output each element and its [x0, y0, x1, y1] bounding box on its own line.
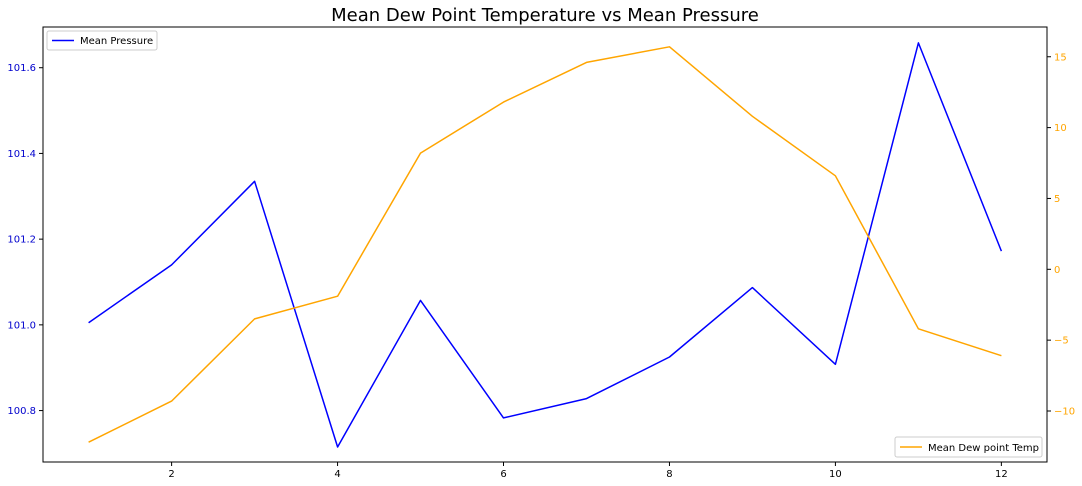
legend-label-mean-dew-point-temp: Mean Dew point Temp [928, 443, 1039, 454]
y-right-tick-label-0: −10 [1054, 406, 1075, 417]
y-left-tick-label-3: 101.4 [7, 149, 36, 160]
y-right-tick-label-4: 10 [1054, 123, 1067, 134]
legend-box [894, 436, 1043, 458]
x-tick-label-6: 6 [500, 469, 506, 480]
y-left-tick-label-4: 101.6 [7, 63, 36, 74]
chart-title: Mean Dew Point Temperature vs Mean Press… [331, 5, 759, 26]
series-line-mean-dew-point-temp [88, 46, 1002, 443]
y-right-tick-label-2: 0 [1054, 265, 1060, 276]
y-right-tick-label-3: 5 [1054, 194, 1060, 205]
x-tick-label-8: 8 [666, 469, 672, 480]
x-tick-label-2: 2 [168, 469, 174, 480]
legend-mean-pressure: Mean Pressure [46, 30, 158, 51]
x-tick-label-12: 12 [995, 469, 1008, 480]
legend-label-mean-pressure: Mean Pressure [80, 36, 153, 47]
series-line-mean-pressure [88, 42, 1003, 448]
legend-mean-dew-point-temp: Mean Dew point Temp [894, 436, 1043, 458]
x-tick-label-4: 4 [334, 469, 340, 480]
legend-box [46, 30, 158, 51]
y-right-tick-label-5: 15 [1054, 52, 1067, 63]
y-left-tick-label-0: 100.8 [7, 406, 36, 417]
y-left-tick-label-1: 101.0 [7, 320, 36, 331]
y-right-tick-label-1: −5 [1054, 336, 1069, 347]
plot-area: 2 4 6 8 10 12 100.8 101.0 101.2 101.4 101.6 −10 −5 0 5… [7, 26, 1075, 480]
y-left-tick-label-2: 101.2 [7, 235, 36, 246]
plot-frame [42, 26, 1048, 463]
x-tick-label-10: 10 [829, 469, 842, 480]
